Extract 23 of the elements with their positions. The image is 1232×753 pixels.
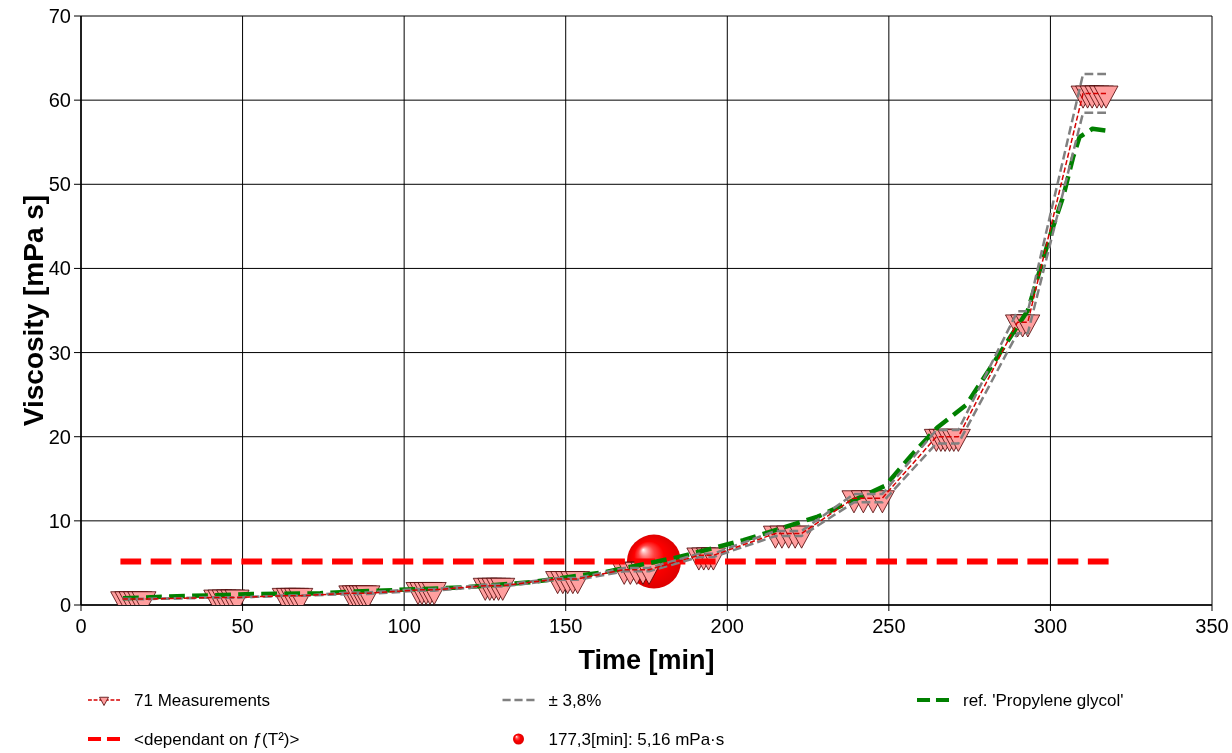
legend-label: ± 3,8% xyxy=(548,691,602,710)
x-tick-label: 250 xyxy=(872,615,906,637)
x-tick-label: 150 xyxy=(549,615,583,637)
legend-label: <dependant on ƒ(T²)> xyxy=(134,730,300,749)
x-tick-label: 350 xyxy=(1195,615,1229,637)
y-tick-label: 10 xyxy=(48,509,71,532)
y-tick-label: 70 xyxy=(48,5,71,27)
y-tick-label: 30 xyxy=(48,341,71,364)
legend-label: ref. 'Propylene glycol' xyxy=(963,691,1124,710)
x-tick-label: 0 xyxy=(75,615,87,637)
x-tick-label: 100 xyxy=(387,615,421,637)
y-tick-label: 20 xyxy=(48,425,71,448)
y-tick-label: 50 xyxy=(48,173,71,196)
x-tick-label: 200 xyxy=(710,615,744,637)
x-tick-label: 50 xyxy=(231,615,254,637)
x-axis-title: Time [min] xyxy=(578,645,715,675)
y-tick-label: 60 xyxy=(48,89,71,112)
x-tick-label: 300 xyxy=(1033,615,1068,637)
y-tick-label: 40 xyxy=(48,257,71,280)
legend-label: 177,3[min]: 5,16 mPa·s xyxy=(548,730,725,749)
y-axis-title: Viscosity [mPa s] xyxy=(18,194,49,427)
y-tick-label: 0 xyxy=(59,594,71,616)
legend-label: 71 Measurements xyxy=(134,691,271,710)
